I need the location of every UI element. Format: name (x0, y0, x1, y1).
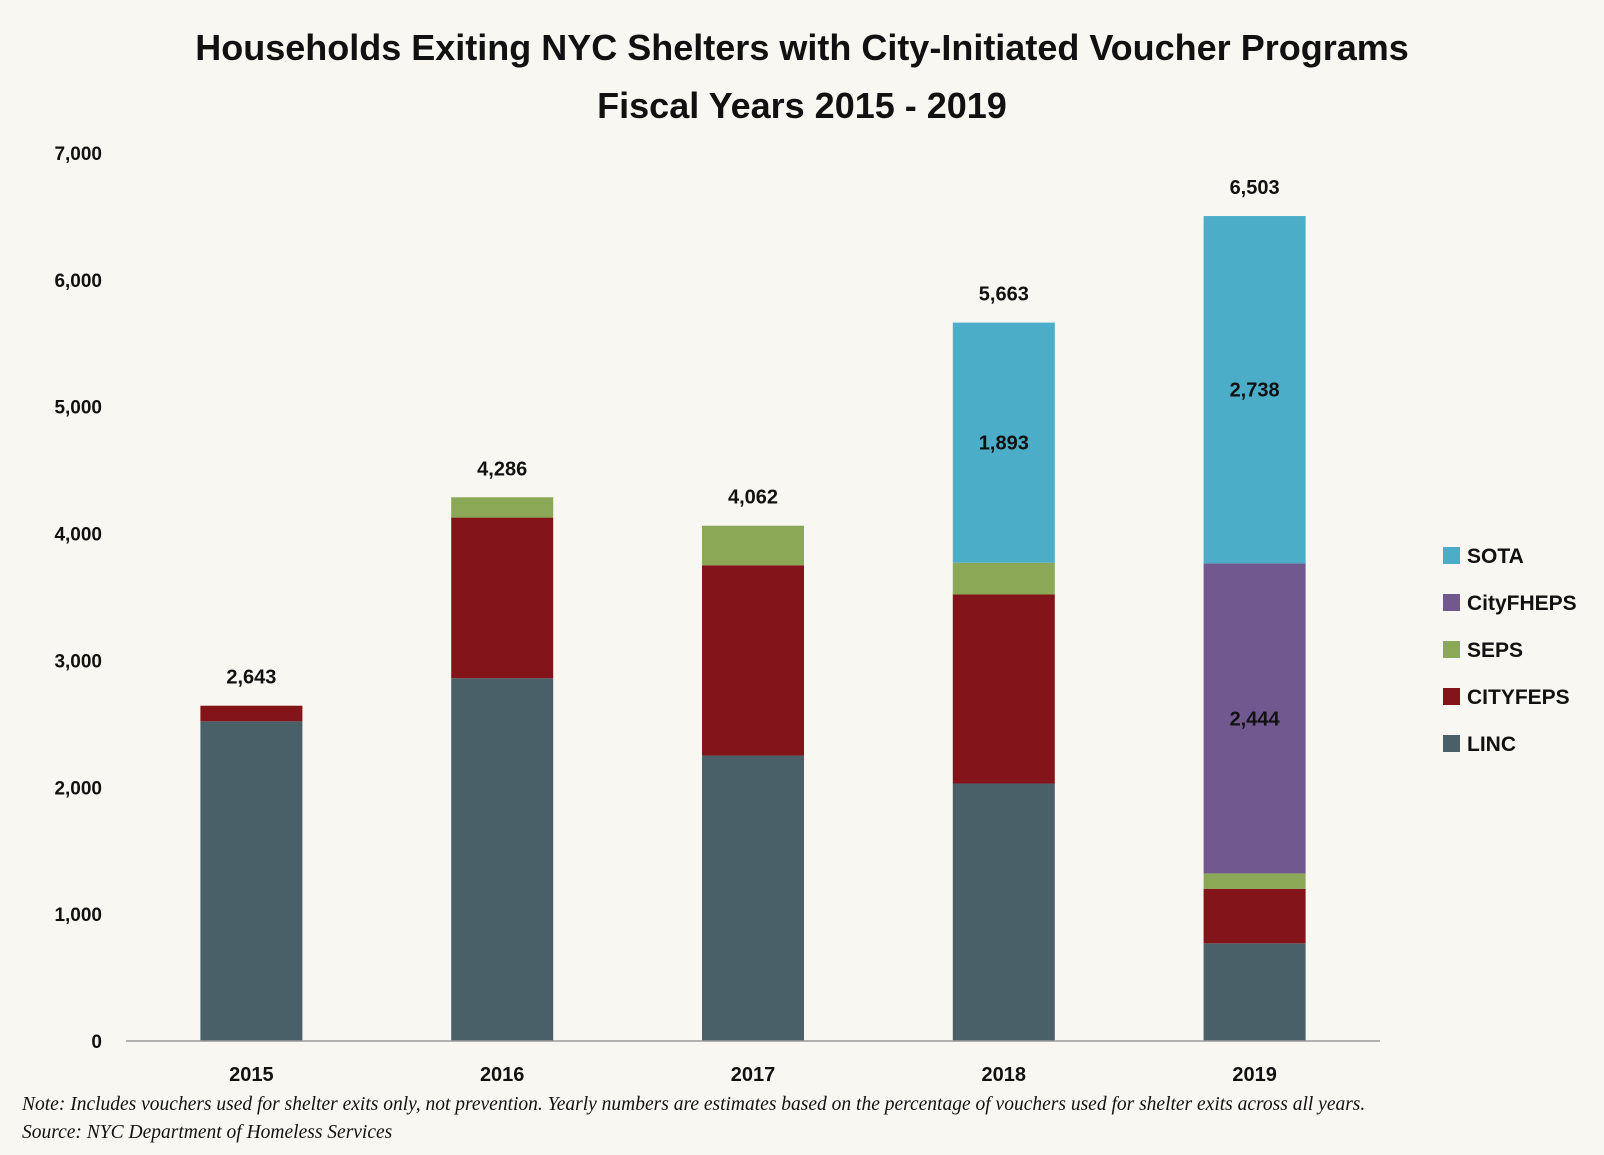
total-label: 6,503 (1230, 177, 1280, 199)
x-tick-label: 2016 (480, 1064, 525, 1086)
x-tick-label: 2017 (731, 1064, 776, 1086)
bar-segment-cityfeps-2016 (451, 517, 554, 679)
bar-segment-seps-2016 (451, 497, 554, 518)
bar-segment-cityfeps-2017 (702, 565, 804, 756)
segment-label: 1,893 (979, 433, 1029, 455)
y-tick-label: 4,000 (54, 525, 102, 546)
segment-label: 2,444 (1230, 708, 1281, 730)
y-axis-ticks: 0 1,000 2,000 3,000 4,000 5,000 6,000 7,000 (54, 144, 102, 1053)
y-tick-label: 6,000 (54, 271, 102, 292)
y-tick-label: 1,000 (54, 905, 102, 926)
y-tick-label: 2,000 (54, 778, 102, 799)
x-tick-label: 2019 (1232, 1064, 1277, 1086)
segment-label: 2,738 (1230, 380, 1280, 402)
legend-label-cityfeps: CITYFEPS (1467, 686, 1570, 709)
legend-swatch-linc (1443, 735, 1460, 752)
x-tick-label: 2015 (229, 1064, 274, 1086)
bar-segment-cityfeps-2015 (200, 705, 303, 722)
total-label: 5,663 (979, 284, 1029, 306)
bar-segment-sota-2019 (1203, 216, 1306, 564)
x-axis-labels: 2015 2016 2017 2018 2019 (229, 1064, 1277, 1086)
total-label: 4,062 (728, 487, 778, 509)
bar-segment-cityfheps-2019 (1203, 563, 1306, 874)
bar-segment-linc-2015 (200, 721, 303, 1041)
total-label: 4,286 (477, 458, 527, 480)
bar-segment-linc-2017 (702, 755, 804, 1041)
bar-segment-linc-2016 (451, 678, 554, 1041)
bar-segment-seps-2017 (702, 525, 804, 566)
chart-title: Households Exiting NYC Shelters with Cit… (195, 27, 1409, 68)
total-label: 2,643 (226, 667, 276, 689)
data-labels: 2,643 4,286 4,062 5,663 6,503 1,893 2,444 2,738 (226, 177, 1280, 730)
bar-stacks (200, 216, 1306, 1041)
legend-swatch-seps (1443, 641, 1460, 658)
y-tick-label: 5,000 (54, 398, 102, 419)
bar-segment-cityfeps-2018 (952, 594, 1055, 784)
legend-label-sota: SOTA (1467, 545, 1524, 568)
y-tick-label: 7,000 (54, 144, 102, 165)
bar-segment-linc-2019 (1203, 943, 1306, 1041)
legend-swatch-sota (1443, 547, 1460, 564)
bar-segment-seps-2018 (952, 562, 1055, 595)
bar-segment-cityfeps-2019 (1203, 888, 1306, 944)
legend-swatch-cityfeps (1443, 688, 1460, 705)
bar-segment-sota-2018 (952, 322, 1055, 563)
legend-label-linc: LINC (1467, 733, 1516, 756)
chart-subtitle: Fiscal Years 2015 - 2019 (597, 85, 1007, 126)
y-tick-label: 0 (91, 1032, 102, 1053)
footnote: Note: Includes vouchers used for shelter… (22, 1094, 1366, 1115)
legend: SOTA CityFHEPS SEPS CITYFEPS LINC (1443, 545, 1577, 756)
bar-segment-seps-2019 (1203, 873, 1306, 889)
source-note: Source: NYC Department of Homeless Servi… (22, 1122, 393, 1143)
legend-label-seps: SEPS (1467, 639, 1523, 662)
y-tick-label: 3,000 (54, 651, 102, 672)
x-tick-label: 2018 (982, 1064, 1027, 1086)
legend-swatch-cityfheps (1443, 594, 1460, 611)
legend-label-cityfheps: CityFHEPS (1467, 592, 1577, 615)
bar-segment-linc-2018 (952, 783, 1055, 1041)
